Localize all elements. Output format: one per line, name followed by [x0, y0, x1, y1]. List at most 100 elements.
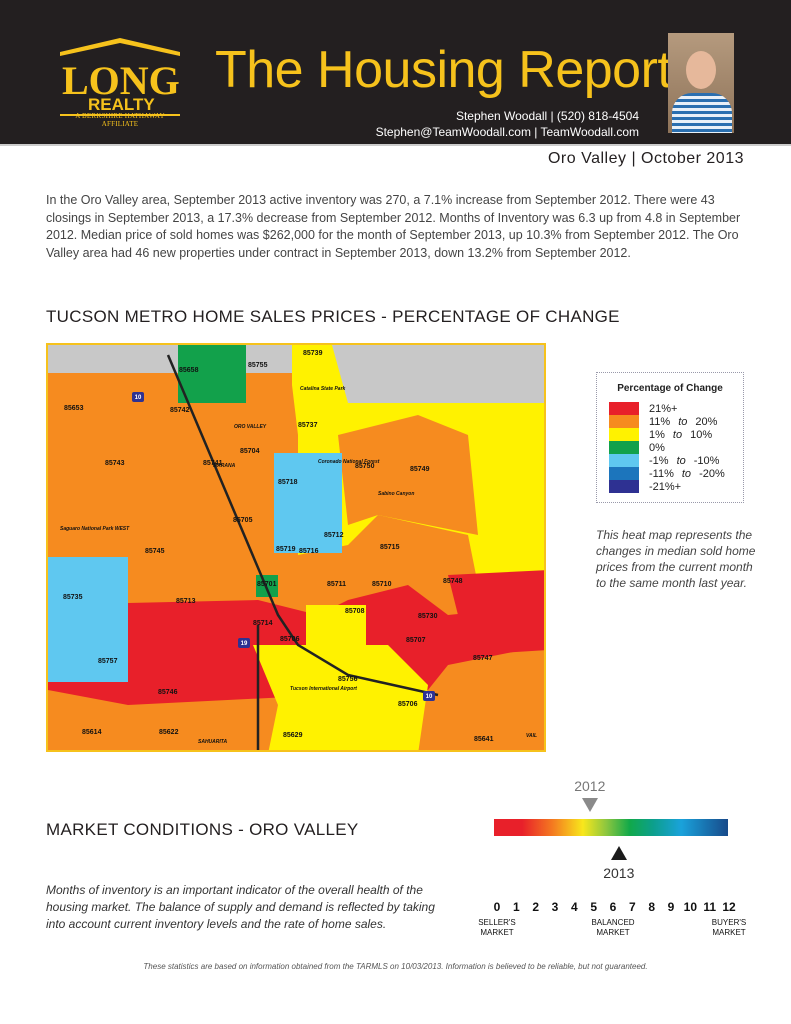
scale-tick: 0: [493, 900, 501, 914]
long-realty-logo: LONG REALTY: [60, 38, 180, 116]
contact-phone: Stephen Woodall | (520) 818-4504: [455, 109, 639, 123]
market-type-label: BUYER'S MARKET: [711, 918, 747, 937]
place-label: Sabino Canyon: [378, 491, 414, 497]
zip-label: 85715: [380, 544, 400, 551]
zip-label: 85755: [248, 362, 268, 369]
contact-web: Stephen@TeamWoodall.com | TeamWoodall.co…: [375, 125, 639, 139]
zip-label: 85716: [299, 548, 319, 555]
year-2013-marker-icon: [610, 846, 627, 860]
year-2012-label: 2012: [574, 778, 606, 794]
scale-tick: 7: [628, 900, 636, 914]
scale-tick: 2: [532, 900, 539, 914]
scale-tick: 10: [683, 900, 698, 914]
footer-disclaimer: These statistics are based on informatio…: [143, 962, 648, 971]
legend-swatch: [609, 480, 639, 493]
zip-label: 85714: [253, 620, 273, 627]
market-note: Months of inventory is an important indi…: [46, 883, 435, 931]
legend-item: 0%: [609, 441, 743, 454]
highway-shield-icon: 10: [423, 691, 435, 701]
legend-to: 20%: [695, 415, 718, 428]
place-label: MARANA: [213, 463, 236, 469]
agent-photo: [668, 33, 734, 133]
legend-item: -1% to -10%: [609, 454, 743, 467]
scale-tick: 1: [512, 900, 520, 914]
place-label: Catalina State Park: [300, 386, 346, 392]
map-heading: TUCSON METRO HOME SALES PRICES - PERCENT…: [46, 307, 620, 326]
scale-tick: 3: [551, 900, 559, 914]
heatmap-note: This heat map represents the changes in …: [596, 528, 756, 590]
contact-info: Stephen Woodall | (520) 818-4504 Stephen…: [376, 108, 639, 140]
place-label: ORO VALLEY: [234, 424, 267, 430]
zip-label: 85737: [298, 422, 318, 429]
report-title: The Housing Report: [215, 41, 672, 99]
legend-item: -11% to -20%: [609, 467, 743, 480]
zip-label: 85712: [324, 532, 344, 539]
svg-text:10: 10: [426, 694, 433, 700]
map-legend: Percentage of Change 21%+ 11% to 20% 1% to 10%…: [596, 372, 744, 503]
scale-tick: 5: [590, 900, 597, 914]
svg-text:REALTY: REALTY: [88, 95, 155, 114]
zip-label: 85713: [176, 598, 196, 605]
zip-label: 85708: [345, 608, 365, 615]
legend-to: 10%: [690, 428, 713, 441]
zip-label: 85743: [105, 460, 125, 467]
zip-label: 85746: [158, 689, 178, 696]
zip-label: 85735: [63, 594, 83, 601]
zip-label: 85706: [280, 636, 300, 643]
legend-from: 11%: [649, 415, 671, 428]
zip-label: 85730: [418, 613, 438, 620]
legend-from: -11%: [649, 467, 674, 480]
zip-label: 85705: [233, 517, 253, 524]
legend-item: -21%+: [609, 480, 743, 493]
zip-label: 85658: [179, 367, 199, 374]
zip-label: 85653: [64, 405, 84, 412]
legend-swatch: [609, 441, 639, 454]
logo-tagline: A BERKSHIRE HATHAWAY AFFILIATE: [75, 112, 165, 128]
place-label: Coronado National Forest: [318, 459, 380, 465]
year-2012-marker-icon: [581, 798, 598, 812]
zip-label: 85711: [327, 581, 346, 588]
scale-tick: 6: [609, 900, 617, 914]
svg-text:19: 19: [241, 641, 248, 647]
zip-label: 85707: [406, 637, 426, 644]
legend-swatch: [609, 428, 639, 441]
svg-text:LONG: LONG: [62, 58, 180, 103]
market-type-label: SELLER'S MARKET: [478, 918, 516, 937]
zip-label: 85747: [473, 655, 493, 662]
scale-tick: 11: [703, 900, 716, 914]
legend-title: Percentage of Change: [617, 383, 723, 394]
zip-label: 85706: [398, 701, 418, 708]
zip-label: 85641: [474, 736, 494, 743]
legend-swatch: [609, 454, 639, 467]
legend-to: -10%: [693, 454, 720, 467]
highway-shield-icon: 10: [132, 392, 144, 402]
market-type-label: BALANCED MARKET: [591, 918, 635, 937]
legend-item: 21%+: [609, 402, 743, 415]
legend-from: -1%: [649, 454, 669, 467]
legend-swatch: [609, 415, 639, 428]
header: LONG REALTY A BERKSHIRE HATHAWAY AFFILIA…: [0, 0, 791, 146]
zip-label: 85719: [276, 546, 296, 553]
place-label: Tucson International Airport: [290, 686, 357, 692]
legend-to: -20%: [699, 467, 725, 480]
legend-swatch: [609, 402, 639, 415]
zip-label: 85741: [203, 460, 223, 467]
zip-label: 85757: [98, 658, 118, 665]
place-label: VAIL: [526, 733, 537, 739]
legend-swatch: [609, 467, 639, 480]
place-label: SAHUARITA: [198, 739, 227, 745]
year-2013-label: 2013: [603, 865, 635, 881]
place-label: GREEN VALLEY: [178, 751, 217, 752]
zip-label: 85629: [283, 732, 303, 739]
legend-item: 1% to 10%: [609, 428, 743, 441]
legend-from: -21%+: [649, 480, 682, 493]
legend-item: 11% to 20%: [609, 415, 743, 428]
legend-to-word: to: [672, 428, 683, 441]
legend-from: 0%: [649, 441, 665, 454]
market-heading: MARKET CONDITIONS - ORO VALLEY: [46, 820, 359, 839]
market-gradient-bar: [494, 819, 728, 836]
highway-shield-icon: 19: [238, 638, 250, 648]
scale-tick: 9: [667, 900, 675, 914]
zip-label: 85749: [410, 466, 430, 473]
legend-to-word: to: [681, 467, 692, 480]
